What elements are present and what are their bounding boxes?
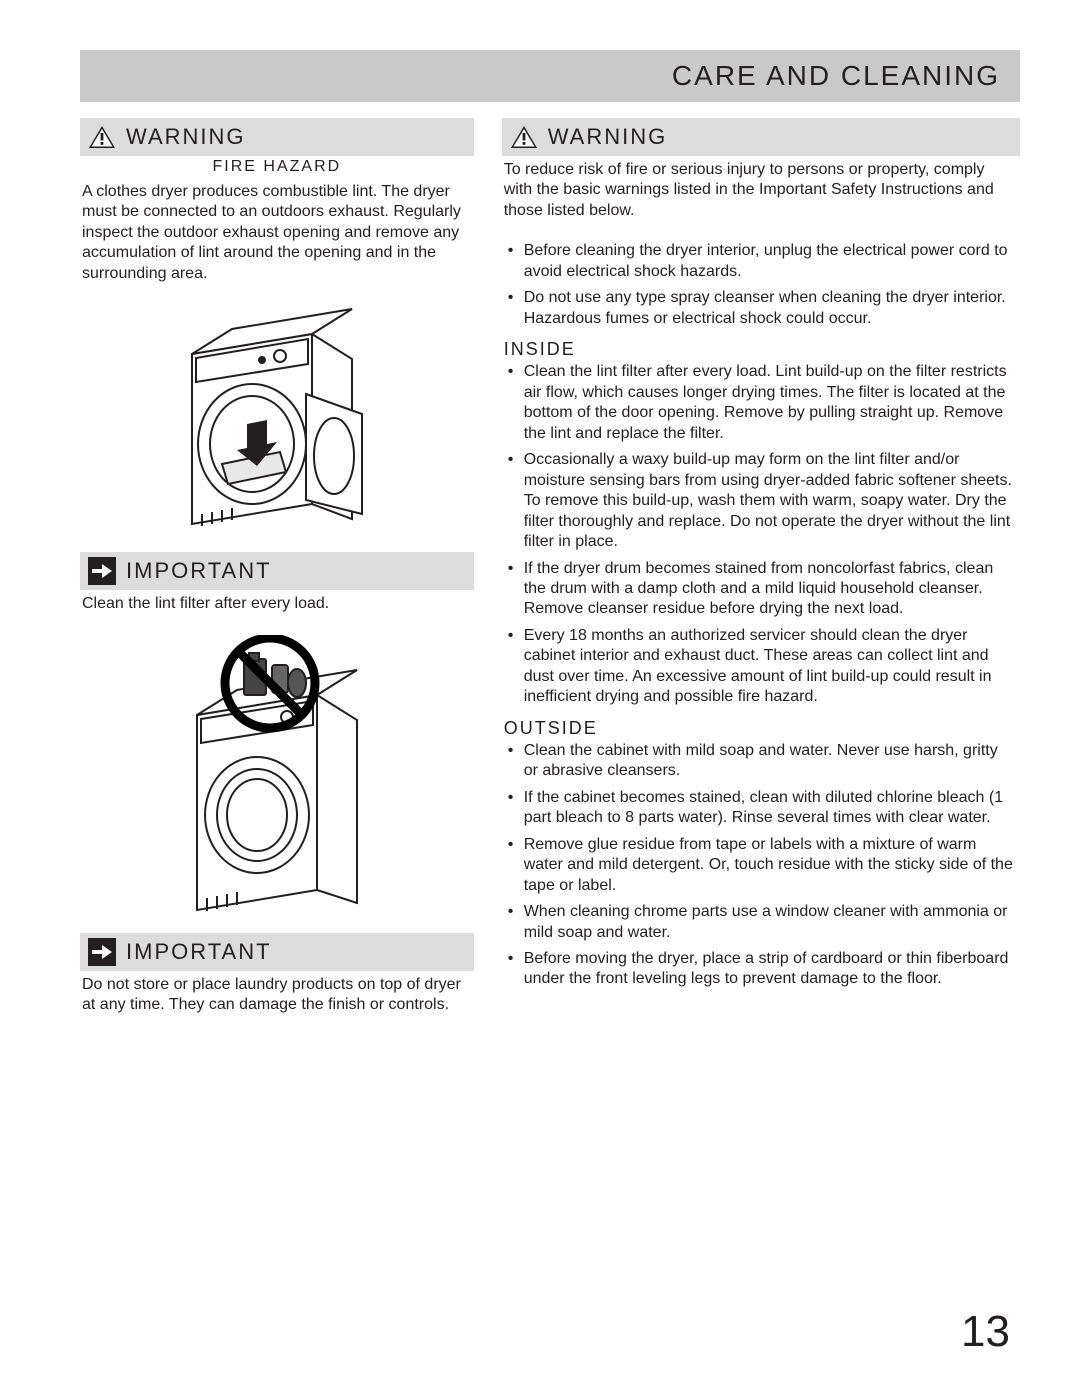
left-column: WARNING FIRE HAZARD A clothes dryer prod… bbox=[80, 118, 474, 1036]
outside-bullet-list: Clean the cabinet with mild soap and wat… bbox=[502, 741, 1020, 990]
outside-heading: OUTSIDE bbox=[504, 718, 1020, 739]
page: CARE AND CLEANING WARNING FIRE HAZARD A … bbox=[0, 0, 1080, 1397]
arrow-right-icon bbox=[88, 557, 116, 585]
page-title: CARE AND CLEANING bbox=[672, 60, 1000, 92]
important-label-2: IMPORTANT bbox=[126, 939, 272, 965]
important-no-products-body: Do not store or place laundry products o… bbox=[80, 971, 474, 1024]
right-column: WARNING To reduce risk of fire or seriou… bbox=[502, 118, 1020, 1036]
dryer-no-products-illustration bbox=[80, 635, 474, 925]
important-label: IMPORTANT bbox=[126, 558, 272, 584]
list-item: Clean the cabinet with mild soap and wat… bbox=[506, 741, 1014, 782]
important-header-2: IMPORTANT bbox=[80, 933, 474, 971]
arrow-right-icon bbox=[88, 938, 116, 966]
dryer-lint-illustration bbox=[80, 304, 474, 544]
important-no-products: IMPORTANT Do not store or place laundry … bbox=[80, 933, 474, 1024]
list-item: Remove glue residue from tape or labels … bbox=[506, 835, 1014, 896]
warning-triangle-icon bbox=[510, 125, 538, 149]
warning-header-right: WARNING bbox=[502, 118, 1020, 156]
warning-label-right: WARNING bbox=[548, 124, 668, 150]
list-item: If the dryer drum becomes stained from n… bbox=[506, 559, 1014, 620]
inside-bullet-list: Clean the lint filter after every load. … bbox=[502, 362, 1020, 708]
list-item: Every 18 months an authorized servicer s… bbox=[506, 626, 1014, 708]
title-bar: CARE AND CLEANING bbox=[80, 50, 1020, 102]
columns: WARNING FIRE HAZARD A clothes dryer prod… bbox=[80, 118, 1020, 1036]
warning-label: WARNING bbox=[126, 124, 246, 150]
list-item: Clean the lint filter after every load. … bbox=[506, 362, 1014, 444]
warning-body-right: To reduce risk of fire or serious injury… bbox=[502, 156, 1020, 229]
fire-hazard-body: A clothes dryer produces combustible lin… bbox=[80, 178, 474, 292]
list-item: Do not use any type spray cleanser when … bbox=[506, 288, 1014, 329]
list-item: When cleaning chrome parts use a window … bbox=[506, 902, 1014, 943]
important-lint-filter: IMPORTANT Clean the lint filter after ev… bbox=[80, 552, 474, 622]
list-item: If the cabinet becomes stained, clean wi… bbox=[506, 788, 1014, 829]
warning-triangle-icon bbox=[88, 125, 116, 149]
warning-fire-hazard: WARNING FIRE HAZARD A clothes dryer prod… bbox=[80, 118, 474, 292]
important-lint-body: Clean the lint filter after every load. bbox=[80, 590, 474, 622]
list-item: Before cleaning the dryer interior, unpl… bbox=[506, 241, 1014, 282]
warning-general: WARNING To reduce risk of fire or seriou… bbox=[502, 118, 1020, 229]
list-item: Before moving the dryer, place a strip o… bbox=[506, 949, 1014, 990]
pre-bullet-list: Before cleaning the dryer interior, unpl… bbox=[502, 241, 1020, 329]
warning-header: WARNING bbox=[80, 118, 474, 156]
page-number: 13 bbox=[961, 1307, 1010, 1357]
list-item: Occasionally a waxy build-up may form on… bbox=[506, 450, 1014, 552]
inside-heading: INSIDE bbox=[504, 339, 1020, 360]
fire-hazard-title: FIRE HAZARD bbox=[80, 158, 474, 176]
important-header: IMPORTANT bbox=[80, 552, 474, 590]
